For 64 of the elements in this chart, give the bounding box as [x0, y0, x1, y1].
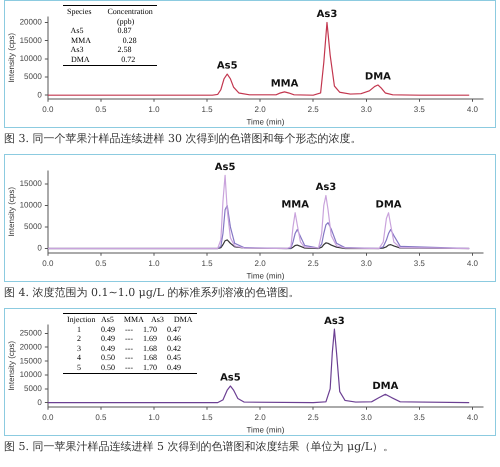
x-tick-label: 0.0: [42, 412, 54, 422]
x-tick-label: 0.0: [42, 258, 54, 268]
y-tick-label: 5000: [24, 222, 42, 232]
y-tick-label: 20000: [20, 342, 42, 352]
x-tick-label: 2.0: [254, 412, 266, 422]
x-axis-title: Time (min): [246, 271, 285, 280]
x-tick-label: 4.0: [466, 104, 478, 114]
x-tick-label: 1.0: [148, 258, 160, 268]
y-tick-label: 5000: [24, 384, 42, 393]
text: 图 3. 同一个苹果汁样品连续进样 30 次得到的色谱图和每个形态的浓度。: [3, 131, 362, 147]
x-tick-label: 1.5: [201, 104, 214, 114]
x-tick-label: 4.0: [466, 412, 478, 422]
x-tick-label: 4.0: [466, 258, 478, 268]
annotation: As5: [214, 162, 236, 173]
annotation: DMA: [376, 199, 402, 210]
annotation: As3: [316, 182, 336, 194]
x-tick-label: 1.0: [148, 104, 160, 114]
annotation: As3: [316, 9, 338, 20]
text: 图 5. 同一苹果汁样品连续进样 5 次得到的色谱图和浓度结果（单位为 μg/L）。: [3, 439, 396, 455]
annotation: As3: [324, 316, 345, 327]
x-tick-label: 3.5: [414, 258, 426, 268]
y-tick-label: 0: [37, 398, 42, 407]
annotation: MMA: [281, 199, 310, 210]
y-tick-label: 25000: [20, 328, 42, 338]
x-tick-label: 1.0: [148, 412, 160, 422]
annotation: As5: [220, 372, 241, 384]
x-tick-label: 2.5: [308, 412, 320, 422]
y-tick-label: 10000: [20, 54, 42, 64]
x-tick-label: 3.0: [360, 412, 372, 422]
inset-table: Injection As5 MMA As3 DMA 1 0.49 --- 1.70 0.47 2 0.49 --- 1.69 0.46 3 0.49 --- 1.68 0.42 4 0.50 --- 1.68 0.45 5 0.50 --- 1.70 0.49: [63, 313, 197, 374]
x-tick-label: 2.0: [254, 104, 266, 114]
x-tick-label: 3.0: [360, 258, 372, 268]
inset-table: Species Concentration (ppb) As5 0.87 MMA 0.28 As3 2.58 DMA 0.72: [63, 5, 157, 66]
x-tick-label: 3.0: [360, 104, 372, 114]
y-tick-label: 15000: [20, 179, 42, 188]
y-tick-label: 10000: [20, 200, 42, 210]
text: 图 4. 浓度范围为 0.1~1.0 μg/L 的标准系列溶液的色谱图。: [3, 285, 300, 301]
y-tick-label: 5000: [24, 72, 42, 82]
y-axis-title: Intensity (cps): [7, 32, 16, 83]
y-axis-title: Intensity (cps): [7, 186, 16, 237]
y-tick-label: 10000: [20, 370, 42, 380]
x-tick-label: 1.5: [201, 258, 214, 268]
x-tick-label: 0.0: [42, 104, 54, 114]
annotation: DMA: [364, 72, 392, 83]
x-tick-label: 0.5: [95, 258, 108, 268]
y-tick-label: 20000: [20, 18, 42, 27]
x-tick-label: 1.5: [201, 412, 214, 422]
x-tick-label: 2.0: [254, 258, 266, 268]
annotation: MMA: [270, 78, 299, 90]
y-tick-label: 15000: [20, 356, 42, 366]
x-tick-label: 0.5: [95, 412, 108, 422]
y-tick-label: 0: [37, 244, 42, 253]
x-tick-label: 3.5: [414, 412, 426, 422]
annotation: As5: [216, 60, 238, 72]
x-tick-label: 3.5: [414, 104, 426, 114]
x-axis-title: Time (min): [246, 117, 285, 126]
x-tick-label: 2.5: [308, 104, 320, 114]
x-tick-label: 2.5: [308, 258, 320, 268]
x-axis-title: Time (min): [246, 425, 285, 434]
y-tick-label: 0: [37, 90, 42, 100]
y-tick-label: 15000: [20, 36, 42, 45]
annotation: DMA: [372, 380, 399, 392]
x-tick-label: 0.5: [95, 104, 108, 114]
y-axis-title: Intensity (cps): [7, 340, 16, 391]
